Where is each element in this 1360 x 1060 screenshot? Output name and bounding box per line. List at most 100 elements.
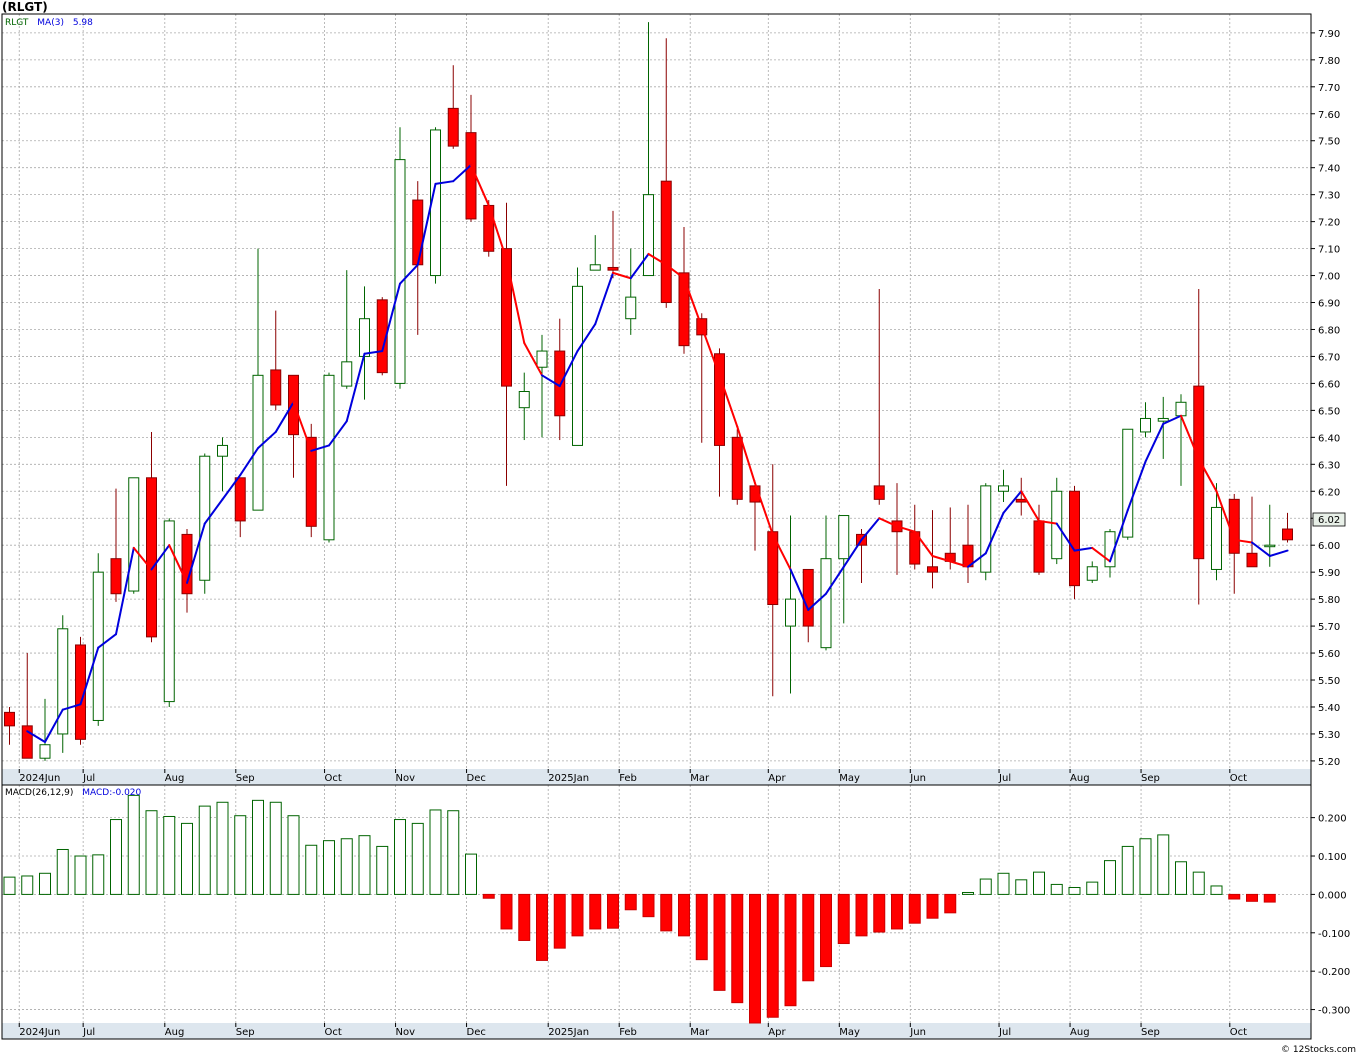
candle-body [21,725,33,759]
macd-bar [926,893,939,919]
candle-body [359,318,370,357]
candle [146,431,157,643]
candle-body [163,520,175,703]
candle-body [927,566,938,573]
legend-macd-value: MACD:-0.020 [82,788,141,798]
macd-bar [802,893,815,982]
macd-month-label: May [839,1027,860,1038]
macd-month-label: Oct [1230,1027,1247,1038]
macd-bar [3,876,16,895]
macd-bar [198,805,211,895]
candle [660,38,672,308]
macd-bar [305,844,318,895]
candle [376,297,388,376]
ma-segment [168,544,188,584]
ma-segment [221,474,242,501]
macd-bar [908,893,921,924]
ma-segment [132,546,153,571]
macd-bar [39,872,51,895]
ma-segment [523,341,543,377]
candle-body [234,477,246,522]
price-month-label: Sep [1141,773,1160,784]
ma-segment [470,164,490,207]
ma-segment [239,447,259,477]
macd-bar [216,801,229,895]
price-tick-label: 6.30 [1318,460,1340,471]
macd-bar [394,819,406,895]
candle [430,127,441,284]
macd-bar-series [3,794,1276,1024]
candle [394,127,406,389]
macd-bar [74,855,87,895]
ma-segment [612,271,632,280]
macd-bar [1175,861,1187,895]
macd-month-axis: 2024Jun Jul Aug Sep Oct Nov Dec 2025Jan Feb Mar Ap… [2,1023,1311,1039]
candle-body [980,485,992,573]
price-tick-label: 6.50 [1318,406,1340,417]
macd-bar [92,854,105,895]
macd-bar [358,835,371,895]
chart-title: (RLGT) [2,0,48,14]
candle-body [92,571,104,721]
ma-segment [807,592,827,611]
ma-segment [26,730,46,744]
candle [57,615,69,753]
price-tick-label: 7.20 [1318,218,1340,229]
ma-segment [203,498,224,525]
macd-bar [518,893,531,941]
price-tick-label: 6.20 [1318,487,1340,498]
candle [4,706,15,745]
macd-month-label: 2024Jun [19,1027,60,1038]
macd-bar [1050,883,1063,895]
ma-segment [984,511,1005,555]
macd-bar [1210,885,1223,895]
macd-tick-label: 0.000 [1318,890,1347,901]
macd-bar [695,893,708,961]
ma-segment [931,554,952,563]
price-band [2,769,1311,785]
candle-body [1193,385,1205,560]
candle [927,510,938,589]
candle [21,653,33,759]
price-month-label: Jul [82,773,95,784]
candle-body [1264,544,1276,548]
macd-bar [127,794,140,895]
macd-month-label: Nov [396,1027,416,1038]
ma-segment [576,323,597,353]
macd-panel-frame [1,784,1312,1040]
ma-segment [896,525,916,533]
macd-bar [873,893,886,933]
macd-bar [731,893,744,1004]
ma-segment [328,420,348,447]
price-grid [2,14,1311,769]
price-month-label: Oct [325,773,342,784]
macd-bar [1228,893,1241,900]
price-month-label: Mar [690,773,710,784]
candle [589,235,601,271]
candle [998,469,1009,503]
candle [110,488,122,602]
macd-tick-label: -0.300 [1318,1006,1350,1017]
macd-month-label: Feb [619,1027,637,1038]
candle-body [1282,528,1293,541]
candle [323,372,335,543]
price-month-label: Jun [909,773,926,784]
ma-segment [1162,414,1182,425]
macd-bar [482,893,495,899]
ma-segment [771,533,792,571]
candle-body [820,558,832,649]
ma-segment [434,180,455,185]
candle-body [643,194,654,277]
candle [305,423,317,538]
ma-segment [1251,541,1271,557]
price-tick-label: 5.50 [1318,676,1340,687]
candle [217,437,228,492]
macd-bar [997,872,1010,895]
price-tick-label: 7.40 [1318,164,1340,175]
price-tick-label: 5.80 [1318,595,1340,606]
macd-bar [944,893,957,914]
ma-segment [665,263,685,280]
macd-tick-label: -0.200 [1318,967,1350,978]
candle-body [1033,520,1045,573]
candle-body [1015,498,1027,503]
